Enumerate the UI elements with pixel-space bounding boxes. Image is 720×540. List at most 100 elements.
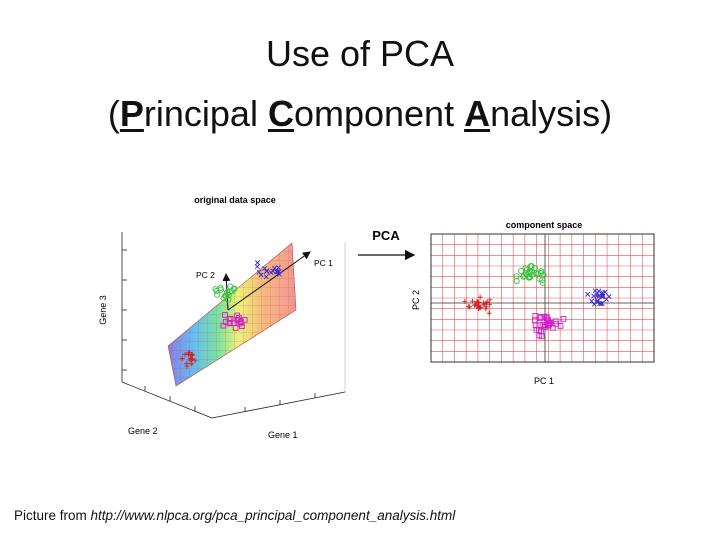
pca-figure: original data space — [0, 170, 720, 470]
point-green-circle — [225, 292, 232, 299]
point-red-plus — [475, 299, 481, 305]
point-blue-cross — [596, 288, 602, 294]
title-word-analysis: nalysis) — [490, 93, 613, 134]
point-red-plus — [179, 356, 185, 362]
point-green-circle — [214, 291, 221, 298]
point-magenta-square — [537, 315, 544, 322]
point-red-plus — [184, 361, 190, 367]
axis-gene2-label: Gene 2 — [128, 426, 158, 436]
point-magenta-square — [538, 328, 544, 335]
left-plot-title: original data space — [194, 195, 276, 205]
point-blue-cross — [254, 264, 260, 270]
point-red-plus — [189, 352, 195, 358]
pca-figure-svg: original data space — [98, 195, 655, 440]
point-blue-cross — [256, 269, 262, 275]
axis-gene1-line — [211, 391, 346, 419]
component-space-grid — [430, 233, 655, 363]
point-blue-cross — [274, 269, 280, 275]
point-red-plus — [476, 305, 482, 311]
axis-gene2-line — [121, 381, 213, 419]
point-red-plus — [487, 297, 493, 303]
point-red-plus — [187, 357, 193, 363]
point-blue-cross — [264, 268, 270, 274]
point-red-plus — [474, 299, 480, 305]
title-paren: ( — [107, 93, 120, 134]
point-blue-cross — [258, 272, 264, 278]
point-magenta-square — [532, 317, 538, 324]
point-red-plus — [182, 351, 188, 357]
point-green-circle — [227, 283, 234, 290]
point-red-plus — [477, 294, 483, 300]
point-magenta-square — [545, 321, 552, 328]
point-red-plus — [486, 301, 492, 307]
image-source-caption: Picture from http://www.nlpca.org/pca_pr… — [14, 508, 455, 523]
slide-title-line1: Use of PCA — [265, 33, 455, 74]
point-red-plus — [467, 304, 473, 310]
point-magenta-square — [543, 315, 550, 322]
axis-gene3-label: Gene 3 — [98, 295, 108, 325]
point-magenta-square — [226, 319, 233, 326]
right-xlabel: PC 1 — [534, 376, 554, 386]
point-red-plus — [462, 298, 468, 304]
point-green-circle — [528, 263, 535, 270]
point-blue-cross — [591, 301, 597, 307]
left-plot-axes — [121, 232, 346, 419]
title-letter-p: P — [119, 93, 144, 134]
point-magenta-square — [222, 312, 228, 318]
point-blue-cross — [254, 260, 261, 266]
left-plot-ticks — [122, 249, 316, 412]
slide-title-line2: (Principal Component Analysis) — [0, 92, 720, 136]
pca-transform-arrow: PCA — [358, 228, 416, 261]
left-data-points — [179, 260, 282, 369]
point-magenta-square — [552, 318, 559, 325]
caption-prefix: Picture from — [14, 508, 91, 523]
point-green-circle — [517, 267, 525, 274]
pc2-vector — [222, 273, 231, 311]
point-blue-cross — [275, 265, 281, 271]
point-green-circle — [539, 279, 546, 286]
point-green-circle — [538, 268, 545, 275]
point-blue-cross — [602, 289, 608, 295]
title-letter-c: C — [267, 93, 294, 134]
point-green-circle — [539, 276, 546, 284]
pc1-label-left: PC 1 — [314, 258, 333, 268]
pc2-label-left: PC 2 — [196, 270, 215, 280]
point-blue-cross — [598, 301, 604, 307]
pca-arrow-label: PCA — [372, 228, 400, 243]
right-plot-title: component space — [506, 220, 583, 230]
point-green-circle — [513, 278, 520, 285]
point-red-plus — [486, 310, 492, 316]
component-space-frame — [430, 233, 655, 363]
point-green-circle — [217, 286, 225, 293]
point-red-plus — [192, 357, 198, 363]
point-blue-cross — [268, 270, 274, 276]
point-red-plus — [187, 350, 193, 356]
point-blue-cross — [599, 294, 605, 300]
point-green-circle — [225, 296, 232, 303]
point-red-plus — [189, 356, 195, 362]
point-green-circle — [222, 292, 229, 299]
right-ylabel: PC 2 — [411, 290, 421, 310]
point-red-plus — [469, 298, 475, 304]
component-data-points — [462, 263, 612, 340]
point-magenta-square — [232, 325, 239, 331]
point-blue-cross — [585, 291, 591, 297]
point-green-circle — [523, 267, 530, 274]
axis-gene1-label: Gene 1 — [268, 430, 298, 440]
point-magenta-square — [537, 322, 543, 329]
point-magenta-square — [241, 317, 248, 323]
point-magenta-square — [560, 316, 567, 322]
point-blue-cross — [597, 301, 603, 307]
original-data-space-plot: original data space — [98, 195, 346, 440]
point-green-circle — [527, 268, 534, 275]
point-blue-cross — [600, 293, 606, 299]
point-red-plus — [478, 304, 484, 310]
point-red-plus — [466, 304, 472, 310]
point-magenta-square — [235, 316, 241, 323]
point-blue-cross — [589, 298, 595, 304]
caption-url: http://www.nlpca.org/pca_principal_compo… — [90, 508, 456, 523]
point-blue-cross — [275, 269, 281, 275]
point-blue-cross — [263, 274, 269, 280]
pc1-vector — [227, 251, 311, 311]
title-letter-a: A — [464, 93, 491, 134]
